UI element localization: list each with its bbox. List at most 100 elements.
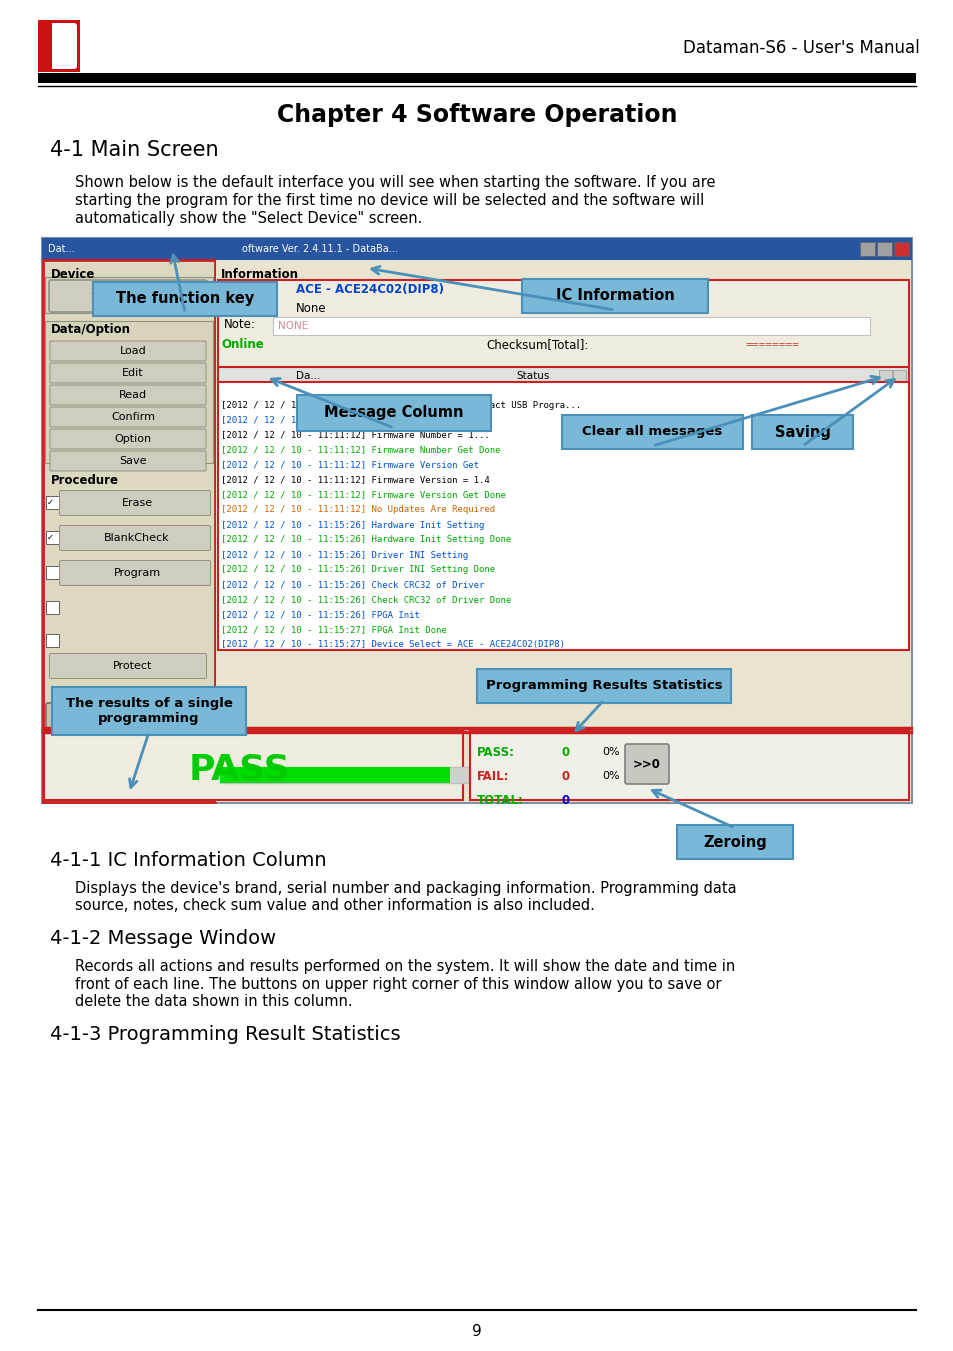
Text: 0: 0 xyxy=(561,793,570,807)
Text: Dat...: Dat... xyxy=(48,245,74,254)
FancyBboxPatch shape xyxy=(38,20,52,72)
FancyBboxPatch shape xyxy=(50,430,206,449)
Text: [2012 / 12 / 10 - 11:11:12] Firmware Number Get Done: [2012 / 12 / 10 - 11:11:12] Firmware Num… xyxy=(221,446,500,454)
FancyBboxPatch shape xyxy=(220,767,490,784)
Text: [2012 / 12 / 10 - 11:11:12] Firmware Version Get: [2012 / 12 / 10 - 11:11:12] Firmware Ver… xyxy=(221,461,478,470)
FancyBboxPatch shape xyxy=(52,688,246,735)
Text: Procedure: Procedure xyxy=(51,473,119,486)
FancyBboxPatch shape xyxy=(751,415,852,449)
Text: Chapter 4 Software Operation: Chapter 4 Software Operation xyxy=(276,103,677,127)
Text: [2012 / 12 / 10 - 11:11:12] Firmware Version Get Done: [2012 / 12 / 10 - 11:11:12] Firmware Ver… xyxy=(221,490,505,500)
Text: [2012 / 12 / 10 - 11:11:12] Firmware Number = 1...: [2012 / 12 / 10 - 11:11:12] Firmware Num… xyxy=(221,431,489,439)
FancyBboxPatch shape xyxy=(46,601,59,613)
Text: Device:: Device: xyxy=(224,284,268,296)
Text: [2012 / 12 / 10 - 11:15:26] Hardware Init Setting: [2012 / 12 / 10 - 11:15:26] Hardware Ini… xyxy=(221,520,484,530)
Text: Load: Load xyxy=(119,346,146,357)
FancyBboxPatch shape xyxy=(50,385,206,405)
FancyBboxPatch shape xyxy=(46,634,59,647)
Text: [2012 / 12 / 10 - 11:11:12] Firmware Version = 1.4: [2012 / 12 / 10 - 11:11:12] Firmware Ver… xyxy=(221,476,489,485)
Text: Program: Program xyxy=(113,567,160,578)
Text: [2012 / 12 / 10 - 11:15:26] Driver INI Setting: [2012 / 12 / 10 - 11:15:26] Driver INI S… xyxy=(221,550,468,559)
Text: oftware Ver. 2.4.11.1 - DataBa...: oftware Ver. 2.4.11.1 - DataBa... xyxy=(242,245,397,254)
FancyBboxPatch shape xyxy=(59,526,211,550)
Text: 4-1-3 Programming Result Statistics: 4-1-3 Programming Result Statistics xyxy=(50,1024,400,1043)
FancyBboxPatch shape xyxy=(876,242,891,255)
FancyBboxPatch shape xyxy=(59,490,211,516)
Text: Source :: Source : xyxy=(224,301,272,315)
FancyBboxPatch shape xyxy=(92,282,276,316)
Text: [2012 / 12 / 10 - 11:15:26] Check CRC32 of Driver Done: [2012 / 12 / 10 - 11:15:26] Check CRC32 … xyxy=(221,596,511,604)
Text: [2012 / 12 / 10 - 11:11:12] Firmware Number Ge...: [2012 / 12 / 10 - 11:11:12] Firmware Num… xyxy=(221,416,484,424)
Text: Option: Option xyxy=(114,434,152,444)
Text: BlankCheck: BlankCheck xyxy=(104,534,170,543)
FancyBboxPatch shape xyxy=(273,317,869,335)
Text: IC Information: IC Information xyxy=(555,289,674,304)
Text: Erase: Erase xyxy=(121,499,152,508)
Text: NONE: NONE xyxy=(277,322,308,331)
Text: ========: ======== xyxy=(745,340,800,350)
Text: Zeroing: Zeroing xyxy=(702,835,766,850)
Text: [2012 / 12 / 10 - 11:15:27] FPGA Init Done: [2012 / 12 / 10 - 11:15:27] FPGA Init Do… xyxy=(221,626,446,635)
FancyBboxPatch shape xyxy=(50,363,206,382)
Text: ACE - ACE24C02(DIP8): ACE - ACE24C02(DIP8) xyxy=(295,284,443,296)
Text: The function key: The function key xyxy=(115,292,253,307)
FancyBboxPatch shape xyxy=(893,242,908,255)
Text: [2012 / 12 / 10 - 11:15:26] Hardware Init Setting Done: [2012 / 12 / 10 - 11:15:26] Hardware Ini… xyxy=(221,535,511,544)
Text: Select / Project: Select / Project xyxy=(91,290,174,301)
FancyBboxPatch shape xyxy=(42,238,911,259)
FancyBboxPatch shape xyxy=(859,242,874,255)
FancyBboxPatch shape xyxy=(49,280,207,312)
Text: 0: 0 xyxy=(561,770,570,782)
FancyBboxPatch shape xyxy=(46,566,59,580)
FancyBboxPatch shape xyxy=(42,238,911,802)
Text: [2012 / 12 / 10 - 11:15:26] FPGA Init: [2012 / 12 / 10 - 11:15:26] FPGA Init xyxy=(221,611,419,620)
FancyBboxPatch shape xyxy=(624,744,668,784)
Text: Displays the device's brand, serial number and packaging information. Programmin: Displays the device's brand, serial numb… xyxy=(75,881,736,896)
FancyBboxPatch shape xyxy=(50,407,206,427)
FancyBboxPatch shape xyxy=(215,259,910,802)
Text: Note:: Note: xyxy=(224,319,255,331)
Text: 0: 0 xyxy=(561,746,570,758)
Text: Checksum[Total]:: Checksum[Total]: xyxy=(485,339,588,351)
FancyBboxPatch shape xyxy=(220,767,450,784)
Text: Records all actions and results performed on the system. It will show the date a: Records all actions and results performe… xyxy=(75,958,735,974)
FancyBboxPatch shape xyxy=(43,259,214,802)
Text: [2012 / 12 / 10 · 11:11:12] Detect Dataman-S6 Compact USB Progra...: [2012 / 12 / 10 · 11:11:12] Detect Datam… xyxy=(221,400,580,409)
Text: 9: 9 xyxy=(472,1324,481,1339)
FancyBboxPatch shape xyxy=(46,703,210,735)
FancyBboxPatch shape xyxy=(561,415,742,449)
Text: 4-1-1 IC Information Column: 4-1-1 IC Information Column xyxy=(50,851,326,870)
FancyBboxPatch shape xyxy=(45,322,213,463)
Text: Message Column: Message Column xyxy=(324,405,463,420)
FancyBboxPatch shape xyxy=(50,654,206,678)
Text: [2012 / 12 / 10 - 11:11:12] No Updates Are Required: [2012 / 12 / 10 - 11:11:12] No Updates A… xyxy=(221,505,495,515)
Text: FAIL:: FAIL: xyxy=(476,770,509,782)
Text: Programming Results Statistics: Programming Results Statistics xyxy=(485,680,721,693)
FancyBboxPatch shape xyxy=(476,669,730,703)
Text: automatically show the "Select Device" screen.: automatically show the "Select Device" s… xyxy=(75,211,422,226)
Text: Status: Status xyxy=(516,372,549,381)
FancyBboxPatch shape xyxy=(50,340,206,361)
Text: Edit: Edit xyxy=(122,367,144,378)
Text: Protect: Protect xyxy=(113,661,152,671)
Text: Da...: Da... xyxy=(295,372,320,381)
Text: None: None xyxy=(295,301,326,315)
Text: ✓: ✓ xyxy=(47,532,54,542)
Text: delete the data shown in this column.: delete the data shown in this column. xyxy=(75,994,353,1009)
FancyBboxPatch shape xyxy=(59,561,211,585)
FancyBboxPatch shape xyxy=(677,825,792,859)
FancyBboxPatch shape xyxy=(218,280,908,370)
Text: Confirm: Confirm xyxy=(111,412,154,422)
Text: Dataman-S6 - User's Manual: Dataman-S6 - User's Manual xyxy=(682,39,919,57)
Text: PASS: PASS xyxy=(189,753,291,788)
FancyBboxPatch shape xyxy=(49,23,77,69)
Text: source, notes, check sum value and other information is also included.: source, notes, check sum value and other… xyxy=(75,898,595,913)
Text: 4-1 Main Screen: 4-1 Main Screen xyxy=(50,141,218,159)
FancyBboxPatch shape xyxy=(50,451,206,471)
Text: Information: Information xyxy=(221,267,298,281)
FancyBboxPatch shape xyxy=(878,370,891,382)
Text: 0%: 0% xyxy=(601,747,619,757)
Text: ✓: ✓ xyxy=(47,497,54,507)
FancyBboxPatch shape xyxy=(470,731,908,800)
FancyBboxPatch shape xyxy=(38,20,80,72)
